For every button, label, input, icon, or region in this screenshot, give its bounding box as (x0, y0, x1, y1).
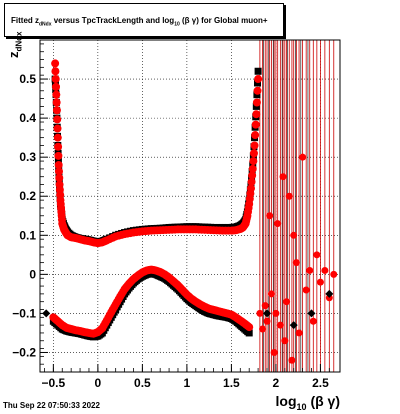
data-point (245, 329, 253, 337)
data-point (270, 348, 278, 356)
data-point (52, 90, 61, 99)
data-point (263, 317, 271, 325)
x-tick-label: 1 (184, 376, 191, 390)
data-point (53, 124, 62, 133)
data-point (259, 325, 267, 333)
data-point (263, 309, 272, 318)
data-point (274, 220, 282, 228)
data-point (252, 98, 261, 107)
data-point (53, 115, 62, 124)
data-point (251, 120, 260, 129)
x-tick-label: 1.5 (223, 376, 240, 390)
data-point (290, 231, 298, 239)
data-point (283, 298, 291, 306)
data-point (325, 289, 334, 298)
data-point (272, 309, 280, 317)
data-point (266, 212, 274, 220)
data-point (295, 329, 303, 337)
data-point (288, 356, 296, 364)
data-point (252, 110, 261, 119)
data-point (307, 309, 316, 318)
data-point (248, 164, 257, 173)
data-point (254, 67, 262, 75)
data-point (306, 266, 314, 274)
data-point (52, 106, 61, 115)
data-point (254, 75, 263, 84)
data-point (299, 153, 307, 161)
data-point (309, 317, 317, 325)
data-point (279, 173, 287, 181)
x-tick-label: −0.5 (42, 376, 66, 390)
x-axis-label: log10 (β γ) (275, 393, 340, 412)
data-point (276, 321, 284, 329)
data-point (316, 278, 324, 286)
y-tick-label: 0.3 (19, 150, 36, 164)
data-point (245, 323, 254, 332)
data-point (246, 184, 255, 193)
data-point (281, 337, 289, 345)
data-point (313, 251, 321, 259)
y-axis-label: zdNdx (6, 31, 24, 59)
chart-title: Fitted zdNdx versus TpcTrackLength and l… (11, 16, 268, 28)
data-point (285, 192, 293, 200)
data-point (248, 171, 257, 180)
data-point (292, 259, 300, 267)
x-tick-label: 0 (95, 376, 102, 390)
y-tick-label: −0.2 (12, 345, 36, 359)
data-point (256, 309, 264, 317)
data-point (267, 290, 275, 298)
data-point (247, 177, 256, 186)
data-point (249, 149, 258, 158)
data-point (54, 160, 63, 169)
datestamp: Thu Sep 22 07:50:33 2022 (3, 401, 100, 410)
data-point (51, 59, 60, 68)
data-point (54, 167, 63, 176)
data-point (55, 174, 64, 183)
data-point (289, 321, 298, 330)
chart-title-box: Fitted zdNdx versus TpcTrackLength and l… (4, 3, 284, 37)
x-tick-label: 0.5 (134, 376, 151, 390)
y-tick-label: 0.2 (19, 189, 36, 203)
y-tick-label: 0.5 (19, 72, 36, 86)
data-point (321, 266, 329, 274)
data-point (251, 131, 260, 140)
x-tick-label: 2 (273, 376, 280, 390)
data-point (253, 86, 262, 95)
data-point (51, 67, 60, 76)
data-point (54, 151, 63, 160)
data-point (53, 133, 62, 142)
y-tick-label: 0.1 (19, 228, 36, 242)
data-point (52, 98, 61, 107)
data-point (330, 270, 338, 278)
data-point (250, 141, 259, 150)
data-point (51, 75, 60, 84)
y-tick-label: 0.4 (19, 111, 36, 125)
data-point (302, 286, 310, 294)
data-point (54, 142, 63, 151)
data-point (52, 82, 61, 91)
data-point (261, 302, 269, 310)
x-tick-label: 2.5 (312, 376, 329, 390)
y-tick-label: 0 (29, 267, 36, 281)
y-tick-label: −0.1 (12, 306, 36, 320)
data-point (249, 157, 258, 166)
plot-frame (39, 39, 341, 373)
